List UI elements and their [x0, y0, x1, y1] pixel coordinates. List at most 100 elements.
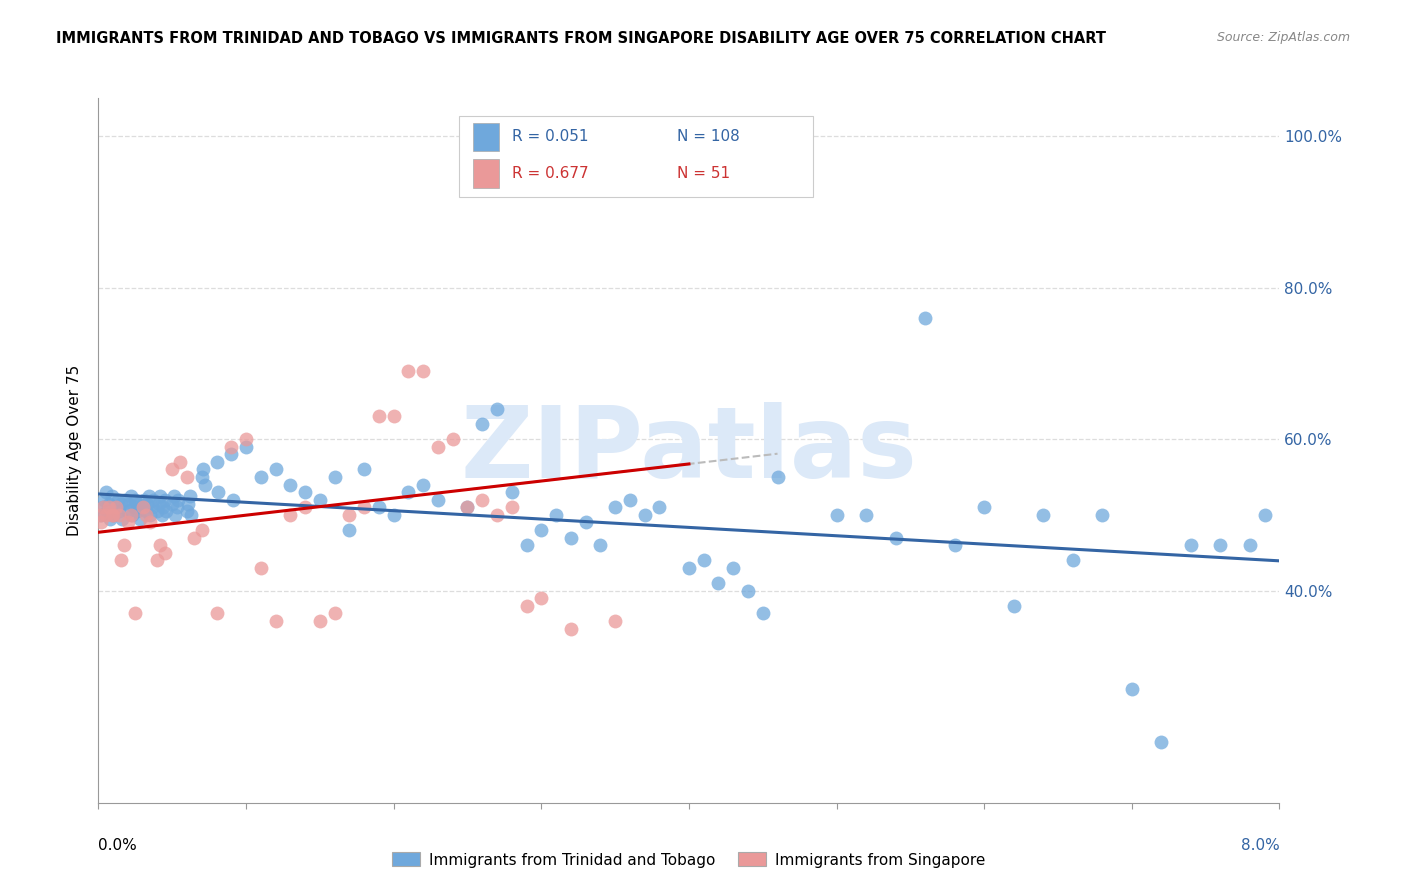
Point	[605, 500, 627, 515]
Point	[855, 508, 877, 522]
Point	[353, 462, 375, 476]
Point	[139, 508, 162, 522]
Point	[97, 500, 120, 515]
Point	[128, 511, 150, 525]
Point	[1180, 538, 1202, 552]
Point	[294, 500, 316, 515]
Point	[605, 614, 627, 628]
Point	[323, 470, 346, 484]
Point	[166, 500, 188, 515]
Point	[205, 455, 228, 469]
Point	[457, 500, 479, 515]
Point	[191, 470, 214, 484]
Point	[398, 364, 420, 378]
Point	[1062, 553, 1084, 567]
Point	[132, 500, 155, 515]
Point	[825, 508, 848, 522]
Point	[139, 516, 162, 530]
Bar	[472, 123, 499, 151]
Point	[114, 492, 136, 507]
Point	[180, 508, 202, 522]
Point	[107, 492, 129, 507]
Text: Source: ZipAtlas.com: Source: ZipAtlas.com	[1216, 31, 1350, 45]
Point	[1091, 508, 1114, 522]
Point	[589, 538, 612, 552]
Point	[516, 599, 538, 613]
Point	[89, 508, 111, 522]
Point	[235, 440, 257, 454]
Point	[339, 508, 361, 522]
Point	[221, 447, 243, 461]
Point	[294, 485, 316, 500]
Point	[176, 504, 198, 518]
Point	[1002, 599, 1025, 613]
Point	[222, 492, 245, 507]
Point	[111, 511, 134, 525]
Point	[153, 546, 176, 560]
Point	[457, 500, 479, 515]
Point	[1121, 682, 1143, 697]
Point	[134, 492, 156, 507]
Point	[149, 489, 172, 503]
Point	[339, 523, 361, 537]
Point	[108, 504, 131, 518]
Point	[120, 489, 142, 503]
Point	[264, 614, 287, 628]
Point	[91, 500, 114, 515]
Point	[103, 508, 125, 522]
Point	[678, 128, 700, 143]
Point	[368, 409, 391, 424]
Point	[1032, 508, 1054, 522]
Point	[1209, 538, 1232, 552]
Point	[766, 470, 789, 484]
Point	[110, 496, 132, 510]
Point	[163, 489, 186, 503]
Point	[136, 496, 159, 510]
Point	[149, 538, 172, 552]
Point	[124, 607, 146, 621]
Point	[441, 432, 464, 446]
Point	[97, 496, 120, 510]
Point	[471, 417, 494, 431]
Point	[117, 504, 139, 518]
Point	[427, 492, 450, 507]
Point	[648, 500, 671, 515]
Point	[124, 492, 146, 507]
Point	[162, 496, 183, 510]
Bar	[472, 160, 499, 187]
Point	[323, 607, 346, 621]
Point	[678, 561, 700, 575]
Point	[191, 523, 214, 537]
Point	[280, 508, 302, 522]
Point	[412, 364, 434, 378]
Point	[382, 508, 405, 522]
Point	[177, 496, 200, 510]
Point	[427, 440, 450, 454]
Point	[412, 477, 434, 491]
Point	[752, 607, 775, 621]
Point	[176, 470, 198, 484]
Point	[150, 508, 173, 522]
Point	[98, 511, 121, 525]
Point	[108, 508, 131, 522]
Point	[221, 440, 243, 454]
Point	[146, 553, 169, 567]
Point	[105, 500, 128, 515]
Point	[193, 462, 215, 476]
Point	[368, 500, 391, 515]
Point	[165, 508, 187, 522]
Point	[100, 508, 122, 522]
Text: N = 108: N = 108	[678, 129, 740, 145]
Point	[546, 508, 568, 522]
Point	[693, 553, 716, 567]
Point	[121, 508, 143, 522]
Point	[153, 492, 176, 507]
Point	[250, 470, 273, 484]
Point	[471, 492, 494, 507]
Point	[183, 531, 205, 545]
Point	[94, 485, 117, 500]
Point	[132, 500, 155, 515]
Point	[634, 508, 657, 522]
Point	[398, 485, 420, 500]
Point	[148, 496, 170, 510]
